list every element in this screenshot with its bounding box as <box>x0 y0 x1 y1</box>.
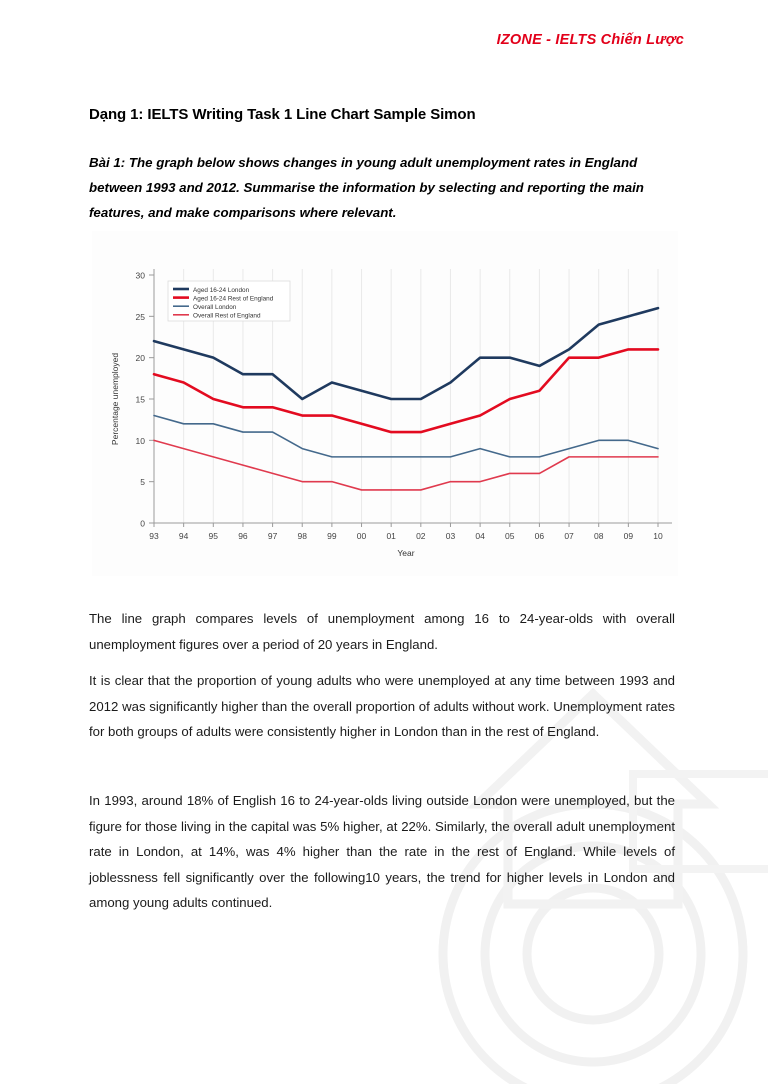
x-tick-label: 97 <box>268 531 278 541</box>
x-tick-label: 95 <box>209 531 219 541</box>
paragraph-block-1: The line graph compares levels of unempl… <box>89 606 675 657</box>
x-tick-label: 04 <box>475 531 485 541</box>
y-tick-label: 10 <box>136 436 146 446</box>
x-tick-label: 10 <box>653 531 663 541</box>
series-line <box>152 306 660 401</box>
document-page: IZONE - IELTS Chiến Lược Dạng 1: IELTS W… <box>89 32 684 916</box>
x-tick-label: 06 <box>535 531 545 541</box>
paragraph: The line graph compares levels of unempl… <box>89 611 675 652</box>
y-tick-label: 15 <box>136 395 146 405</box>
x-tick-label: 03 <box>446 531 456 541</box>
brand-header: IZONE - IELTS Chiến Lược <box>496 32 684 48</box>
legend-label: Overall London <box>193 304 237 311</box>
legend-label: Aged 16-24 Rest of England <box>193 295 274 302</box>
x-tick-label: 99 <box>327 531 337 541</box>
x-tick-label: 98 <box>298 531 308 541</box>
x-axis-title: Year <box>397 548 414 558</box>
y-tick-label: 25 <box>136 312 146 322</box>
paragraph: In 1993, around 18% of English 16 to 24-… <box>89 793 675 911</box>
series-line <box>153 414 659 458</box>
x-tick-label: 01 <box>386 531 396 541</box>
x-tick-label: 94 <box>179 531 189 541</box>
paragraph-block-3: In 1993, around 18% of English 16 to 24-… <box>89 788 675 916</box>
x-tick-label: 07 <box>564 531 574 541</box>
paragraph-block-2: It is clear that the proportion of young… <box>89 668 675 745</box>
task-prompt: Bài 1: The graph below shows changes in … <box>89 155 644 220</box>
x-tick-label: 96 <box>238 531 248 541</box>
page-title: Dạng 1: IELTS Writing Task 1 Line Chart … <box>89 106 476 123</box>
x-tick-label: 09 <box>624 531 634 541</box>
x-tick-label: 93 <box>149 531 159 541</box>
x-tick-label: 05 <box>505 531 515 541</box>
legend-label: Overall Rest of England <box>193 313 261 320</box>
series-line <box>153 439 659 491</box>
y-axis-title: Percentage unemployed <box>110 353 120 445</box>
y-tick-label: 5 <box>140 477 145 487</box>
series-line <box>152 348 660 434</box>
paragraph: It is clear that the proportion of young… <box>89 673 675 740</box>
y-tick-label: 20 <box>136 353 146 363</box>
line-chart-figure: 0 5 10 15 20 25 30 93 94 95 96 97 98 99 00 01 02 03 04 05 06… <box>92 231 678 576</box>
legend-label: Aged 16-24 London <box>193 287 250 294</box>
x-tick-label: 00 <box>357 531 367 541</box>
y-tick-label: 0 <box>140 519 145 529</box>
y-tick-label: 30 <box>136 271 146 281</box>
x-tick-label: 02 <box>416 531 426 541</box>
x-tick-label: 08 <box>594 531 604 541</box>
